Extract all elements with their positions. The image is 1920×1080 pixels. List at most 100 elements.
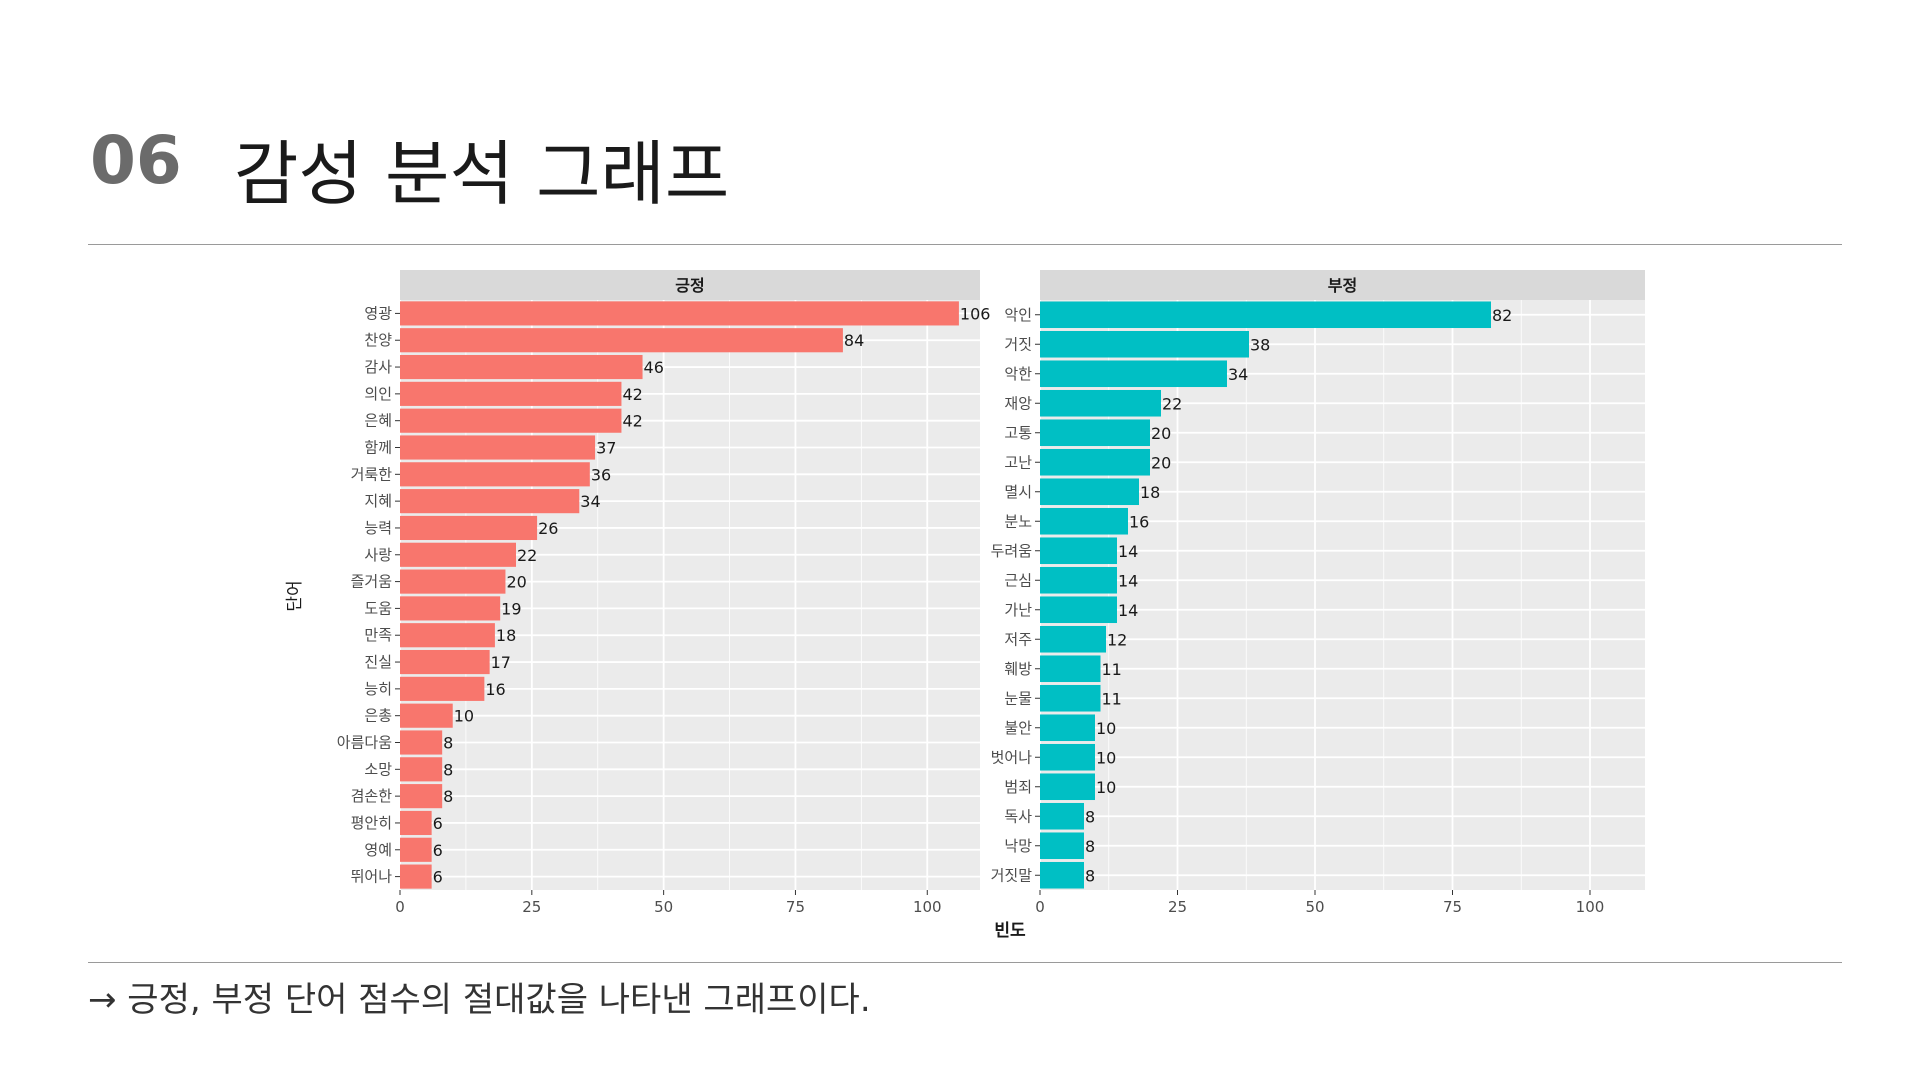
category-label: 두려움 (991, 542, 1032, 560)
category-label: 즐거움 (351, 573, 392, 591)
panel-strip-positive (400, 270, 980, 300)
panel-strip-label-positive: 긍정 (675, 276, 704, 295)
bar (1040, 625, 1106, 653)
category-label: 평안히 (351, 814, 392, 832)
x-tick-label: 100 (913, 898, 942, 916)
data-label: 84 (844, 331, 864, 350)
bar (400, 649, 490, 675)
bottom-divider (88, 962, 1842, 963)
bar (1040, 566, 1117, 594)
bar (400, 864, 432, 889)
x-tick-label: 50 (654, 898, 673, 916)
category-label: 벗어나 (991, 748, 1033, 766)
data-label: 6 (433, 841, 443, 860)
bar (1040, 714, 1095, 742)
x-tick-label: 50 (1305, 898, 1324, 916)
data-label: 14 (1118, 542, 1138, 561)
bar (1040, 478, 1139, 506)
bar (400, 489, 580, 514)
bar (400, 703, 453, 728)
data-label: 11 (1102, 660, 1122, 679)
sentiment-bar-chart: 긍정106영광84찬양46감사42의인42은혜37함께36거룩한34지혜26능력… (285, 270, 1645, 941)
category-label: 눈물 (1004, 689, 1032, 707)
bar (1040, 832, 1084, 860)
bar (1040, 301, 1491, 329)
category-label: 근심 (1004, 571, 1032, 589)
data-label: 16 (485, 680, 505, 699)
bar (400, 596, 501, 621)
data-label: 38 (1250, 335, 1270, 354)
y-axis-title: 단어 (285, 580, 305, 611)
slide-caption: → 긍정, 부정 단어 점수의 절대값을 나타낸 그래프이다. (88, 980, 871, 1020)
bar (1040, 389, 1161, 417)
data-label: 22 (1162, 394, 1182, 413)
category-label: 겸손한 (351, 787, 393, 805)
category-label: 감사 (364, 358, 392, 376)
bar (1040, 773, 1095, 801)
category-label: 저주 (1004, 630, 1032, 648)
bar (400, 623, 495, 648)
bar (400, 408, 622, 433)
category-label: 능히 (364, 680, 392, 698)
data-label: 6 (433, 814, 443, 833)
bar (400, 435, 596, 460)
data-label: 8 (443, 734, 453, 753)
data-label: 12 (1107, 630, 1127, 649)
category-label: 독사 (1004, 807, 1032, 825)
data-label: 36 (591, 465, 611, 484)
data-label: 42 (622, 412, 642, 431)
panel-bg-negative (1040, 300, 1645, 890)
data-label: 8 (443, 760, 453, 779)
x-tick-label: 75 (786, 898, 805, 916)
data-label: 22 (517, 546, 537, 565)
bar (1040, 360, 1227, 388)
bar (400, 784, 443, 809)
category-label: 범죄 (1004, 778, 1032, 796)
slide-title: 감성 분석 그래프 (234, 133, 730, 215)
data-label: 34 (1228, 365, 1248, 384)
bar (400, 515, 538, 541)
category-label: 멸시 (1004, 483, 1032, 501)
category-label: 만족 (364, 626, 392, 644)
bar (1040, 330, 1249, 358)
category-label: 아름다움 (337, 734, 392, 752)
bar (400, 542, 516, 567)
category-label: 악인 (1004, 306, 1032, 324)
data-label: 10 (1096, 778, 1116, 797)
bar (1040, 743, 1095, 771)
bar (1040, 537, 1117, 565)
category-label: 뛰어나 (351, 868, 393, 886)
category-label: 낙망 (1004, 837, 1032, 855)
data-label: 20 (1151, 453, 1171, 472)
category-label: 도움 (364, 599, 392, 617)
data-label: 8 (1085, 837, 1095, 856)
data-label: 42 (622, 385, 642, 404)
bar (1040, 448, 1150, 476)
bar (400, 301, 959, 326)
data-label: 11 (1102, 689, 1122, 708)
category-label: 의인 (364, 385, 392, 403)
category-label: 불안 (1004, 719, 1032, 737)
category-label: 분노 (1004, 512, 1032, 530)
bar (400, 837, 432, 862)
category-label: 훼방 (1004, 660, 1032, 678)
bar (1040, 684, 1101, 712)
bar (400, 810, 432, 836)
slide-number: 06 (90, 122, 182, 199)
bar (1040, 802, 1084, 830)
category-label: 은총 (364, 707, 392, 725)
bar (1040, 655, 1101, 683)
data-label: 17 (491, 653, 511, 672)
data-label: 20 (506, 573, 526, 592)
category-label: 사랑 (364, 546, 392, 564)
category-label: 거짓 (1004, 335, 1032, 353)
category-label: 고난 (1004, 453, 1032, 471)
x-tick-label: 0 (1035, 898, 1045, 916)
category-label: 함께 (364, 439, 392, 457)
x-tick-label: 25 (522, 898, 541, 916)
data-label: 106 (960, 304, 991, 323)
data-label: 46 (644, 358, 664, 377)
bar (400, 757, 443, 782)
category-label: 소망 (364, 760, 392, 778)
bar (1040, 507, 1128, 535)
